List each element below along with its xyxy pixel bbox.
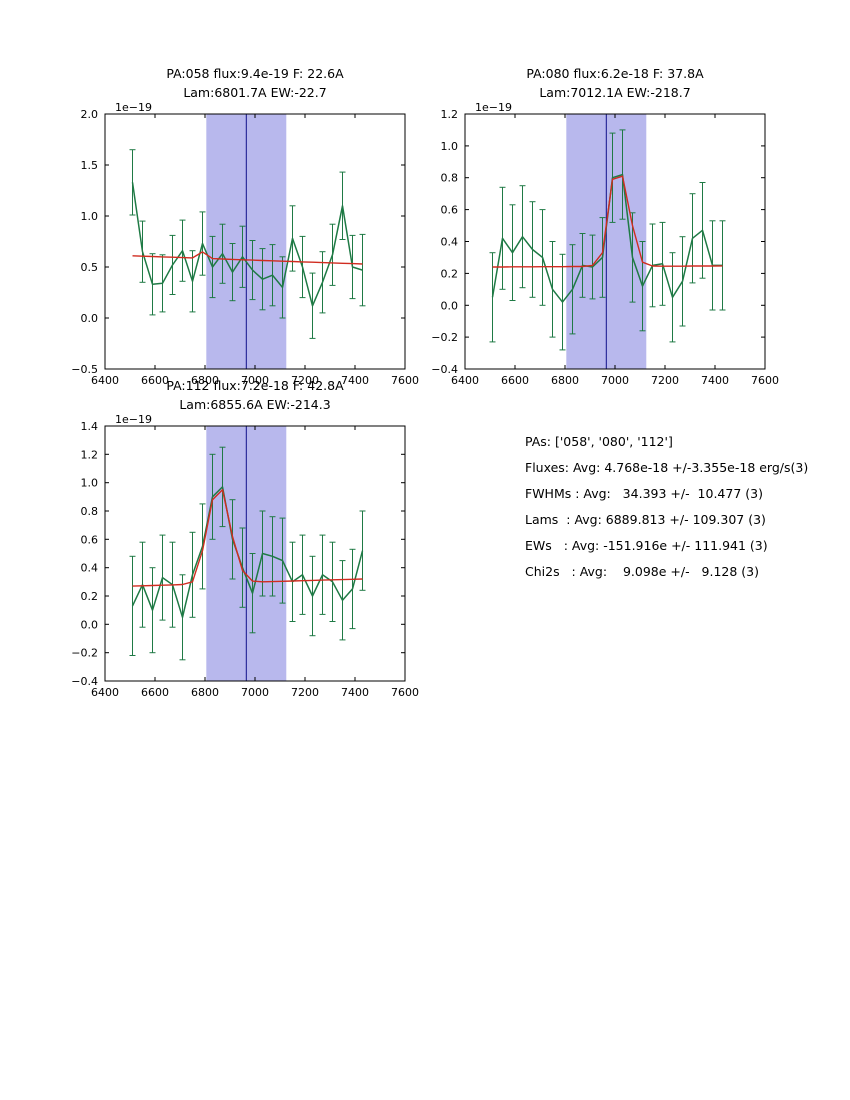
summary-fwhms: FWHMs : Avg: 34.393 +/- 10.477 (3) — [525, 486, 763, 501]
svg-text:0.5: 0.5 — [81, 261, 99, 274]
chart-pa058-title-line2: Lam:6801.7A EW:-22.7 — [183, 85, 327, 100]
svg-text:−0.4: −0.4 — [71, 675, 98, 688]
chart-pa080-plot-area: 6400 6600 6800 7000 7200 7400 7600 −0.4 −0.2 0.0 0… — [400, 102, 780, 404]
summary-lams: Lams : Avg: 6889.813 +/- 109.307 (3) — [525, 512, 766, 527]
svg-text:6600: 6600 — [141, 686, 169, 699]
svg-text:7600: 7600 — [391, 686, 419, 699]
summary-fluxes: Fluxes: Avg: 4.768e-18 +/-3.355e-18 erg/… — [525, 460, 809, 475]
svg-text:0.0: 0.0 — [81, 618, 99, 631]
svg-text:0.4: 0.4 — [441, 236, 459, 249]
svg-text:1.5: 1.5 — [81, 159, 99, 172]
svg-text:0.6: 0.6 — [441, 204, 459, 217]
chart-pa058: PA:058 flux:9.4e-19 F: 22.6A Lam:6801.7A… — [40, 64, 420, 404]
summary-panel: PAs: ['058', '080', '112'] Fluxes: Avg: … — [525, 434, 808, 590]
chart-pa080-title: PA:080 flux:6.2e-18 F: 37.8A Lam:7012.1A… — [465, 64, 765, 102]
svg-text:0.6: 0.6 — [81, 533, 99, 546]
pa058-data-line — [131, 182, 363, 307]
svg-text:1.4: 1.4 — [81, 420, 99, 433]
svg-text:2.0: 2.0 — [81, 108, 99, 121]
svg-text:7200: 7200 — [291, 686, 319, 699]
svg-text:7600: 7600 — [751, 374, 779, 387]
svg-text:0.8: 0.8 — [441, 172, 459, 185]
pa112-data-line — [131, 486, 364, 619]
svg-text:7000: 7000 — [601, 374, 629, 387]
svg-text:6600: 6600 — [141, 374, 169, 387]
svg-text:−0.4: −0.4 — [431, 363, 458, 376]
svg-text:0.8: 0.8 — [81, 505, 99, 518]
svg-text:−0.2: −0.2 — [431, 331, 458, 344]
svg-text:0.0: 0.0 — [441, 299, 459, 312]
pa058-fit-line — [132, 251, 363, 265]
svg-text:6400: 6400 — [91, 686, 119, 699]
pa058-svg: 6400 6600 6800 7000 7200 7400 7600 −0.5 0.0 0.5 1.… — [71, 102, 419, 387]
svg-text:7000: 7000 — [241, 686, 269, 699]
svg-text:6800: 6800 — [191, 374, 219, 387]
svg-text:0.2: 0.2 — [81, 590, 99, 603]
svg-text:7200: 7200 — [651, 374, 679, 387]
svg-text:7200: 7200 — [291, 374, 319, 387]
pa080-svg: 6400 6600 6800 7000 7200 7400 7600 −0.4 −0.2 0.0 0… — [431, 102, 779, 387]
pa112-svg: 6400 6600 6800 7000 7200 7400 7600 −0.4 −0.2 0.0 0… — [71, 414, 419, 699]
summary-chi2s: Chi2s : Avg: 9.098e +/- 9.128 (3) — [525, 564, 759, 579]
chart-pa112-title: PA:112 flux:7.2e-18 F: 42.8A Lam:6855.6A… — [105, 376, 405, 414]
pa112-offset-label: 1e−19 — [115, 414, 152, 426]
chart-pa112-title-line2: Lam:6855.6A EW:-214.3 — [179, 397, 331, 412]
svg-text:6800: 6800 — [191, 686, 219, 699]
chart-pa080: PA:080 flux:6.2e-18 F: 37.8A Lam:7012.1A… — [400, 64, 780, 404]
pa058-offset-label: 1e−19 — [115, 102, 152, 114]
summary-ews: EWs : Avg: -151.916e +/- 111.941 (3) — [525, 538, 768, 553]
svg-text:1.0: 1.0 — [81, 210, 99, 223]
svg-text:6800: 6800 — [551, 374, 579, 387]
svg-text:0.4: 0.4 — [81, 562, 99, 575]
svg-text:6600: 6600 — [501, 374, 529, 387]
pa080-fit-line — [492, 175, 723, 268]
chart-pa112: PA:112 flux:7.2e-18 F: 42.8A Lam:6855.6A… — [40, 376, 420, 716]
svg-text:6400: 6400 — [451, 374, 479, 387]
chart-pa080-title-line2: Lam:7012.1A EW:-218.7 — [539, 85, 691, 100]
summary-pas: PAs: ['058', '080', '112'] — [525, 434, 673, 449]
chart-pa058-plot-area: 6400 6600 6800 7000 7200 7400 7600 −0.5 0.0 0.5 1.… — [40, 102, 420, 404]
svg-text:0.0: 0.0 — [81, 312, 99, 325]
svg-text:1.2: 1.2 — [441, 108, 459, 121]
svg-text:6400: 6400 — [91, 374, 119, 387]
chart-pa058-title-line1: PA:058 flux:9.4e-19 F: 22.6A — [166, 66, 344, 81]
svg-text:7400: 7400 — [341, 374, 369, 387]
svg-text:1.0: 1.0 — [81, 477, 99, 490]
chart-pa080-title-line1: PA:080 flux:6.2e-18 F: 37.8A — [526, 66, 704, 81]
svg-text:7400: 7400 — [701, 374, 729, 387]
pa112-fit-line — [132, 488, 363, 587]
chart-pa058-title: PA:058 flux:9.4e-19 F: 22.6A Lam:6801.7A… — [105, 64, 405, 102]
chart-pa112-title-line1: PA:112 flux:7.2e-18 F: 42.8A — [166, 378, 344, 393]
svg-text:1.2: 1.2 — [81, 448, 99, 461]
svg-text:7400: 7400 — [341, 686, 369, 699]
svg-text:7000: 7000 — [241, 374, 269, 387]
svg-text:1.0: 1.0 — [441, 140, 459, 153]
svg-text:−0.2: −0.2 — [71, 647, 98, 660]
svg-text:0.2: 0.2 — [441, 267, 459, 280]
pa080-offset-label: 1e−19 — [475, 102, 512, 114]
svg-text:7600: 7600 — [391, 374, 419, 387]
svg-text:−0.5: −0.5 — [71, 363, 98, 376]
chart-pa112-plot-area: 6400 6600 6800 7000 7200 7400 7600 −0.4 −0.2 0.0 0… — [40, 414, 420, 716]
